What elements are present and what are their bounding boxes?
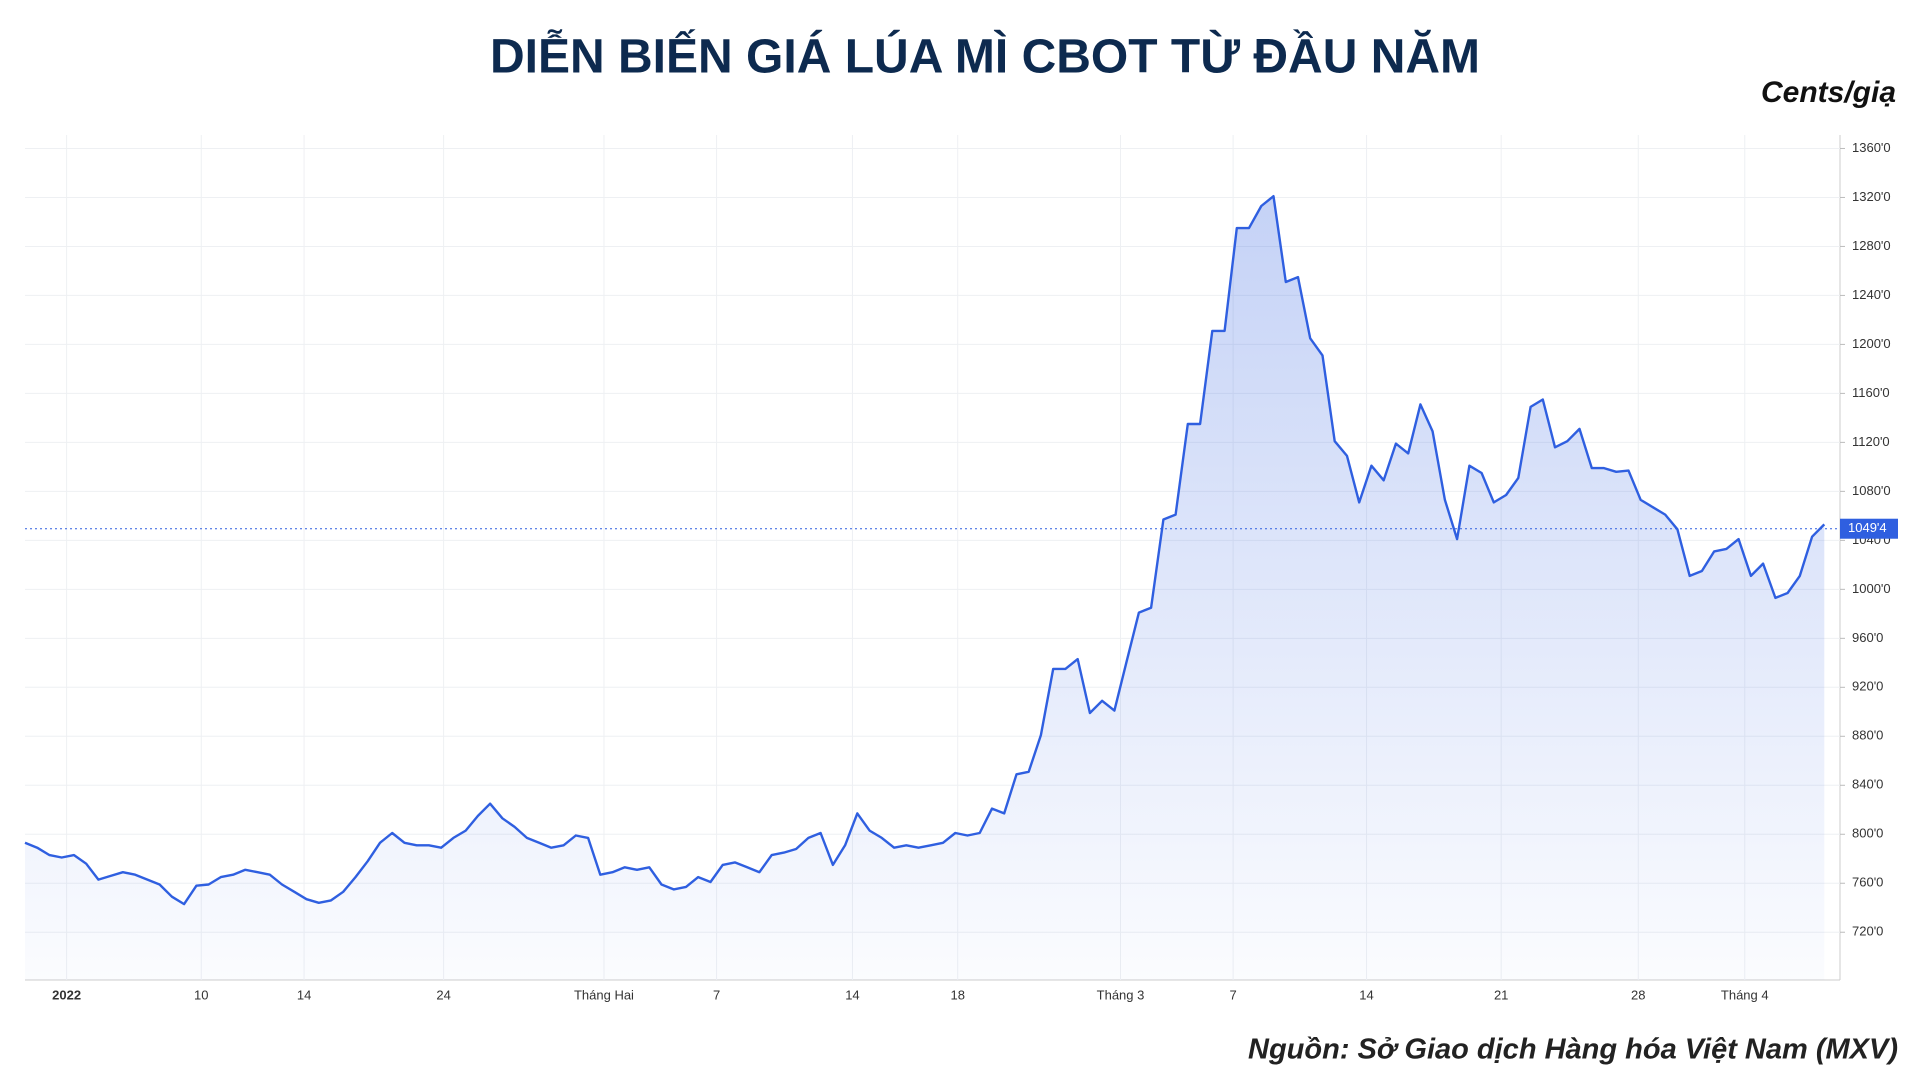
x-tick-label: 2022 <box>52 987 81 1002</box>
y-tick-label: 1360'0 <box>1852 140 1891 155</box>
x-tick-label: Tháng 3 <box>1097 987 1145 1002</box>
area <box>25 196 1825 980</box>
x-tick-label: 14 <box>1359 987 1373 1002</box>
y-tick-label: 840'0 <box>1852 777 1883 792</box>
y-tick-label: 880'0 <box>1852 728 1883 743</box>
y-tick-label: 1240'0 <box>1852 287 1891 302</box>
y-tick-label: 1080'0 <box>1852 483 1891 498</box>
y-tick-label: 1000'0 <box>1852 581 1891 596</box>
y-tick-label: 720'0 <box>1852 924 1883 939</box>
x-tick-label: Tháng Hai <box>574 987 634 1002</box>
last-price-box <box>1840 518 1898 539</box>
x-tick-label: 21 <box>1494 987 1508 1002</box>
y-tick-label: 1160'0 <box>1852 385 1890 400</box>
chart-title: DIỄN BIẾN GIÁ LÚA MÌ CBOT TỪ ĐẦU NĂM <box>490 29 1480 84</box>
x-tick-label: 7 <box>1230 987 1237 1002</box>
y-tick-label: 1320'0 <box>1852 189 1891 204</box>
x-tick-label: 28 <box>1631 987 1645 1002</box>
y-tick-label: 1200'0 <box>1852 336 1891 351</box>
unit-label: Cents/giạ <box>1761 76 1896 109</box>
y-tick-label: 760'0 <box>1852 875 1883 890</box>
x-tick-label: 10 <box>194 987 208 1002</box>
x-tick-label: 14 <box>297 987 311 1002</box>
x-tick-label: 7 <box>713 987 720 1002</box>
y-tick-label: 1120'0 <box>1852 434 1890 449</box>
last-price-label: 1049'4 <box>1848 520 1887 535</box>
x-tick-label: 24 <box>436 987 450 1002</box>
x-tick-label: 18 <box>950 987 964 1002</box>
source: Nguồn: Sở Giao dịch Hàng hóa Việt Nam (M… <box>1248 1034 1898 1066</box>
price-line <box>24 195 1826 906</box>
y-tick-label: 1280'0 <box>1852 238 1891 253</box>
x-tick-label: Tháng 4 <box>1721 987 1769 1002</box>
y-tick-label: 920'0 <box>1852 679 1883 694</box>
y-tick-label: 800'0 <box>1852 826 1883 841</box>
x-tick-label: 14 <box>845 987 859 1002</box>
y-tick-label: 960'0 <box>1852 630 1883 645</box>
